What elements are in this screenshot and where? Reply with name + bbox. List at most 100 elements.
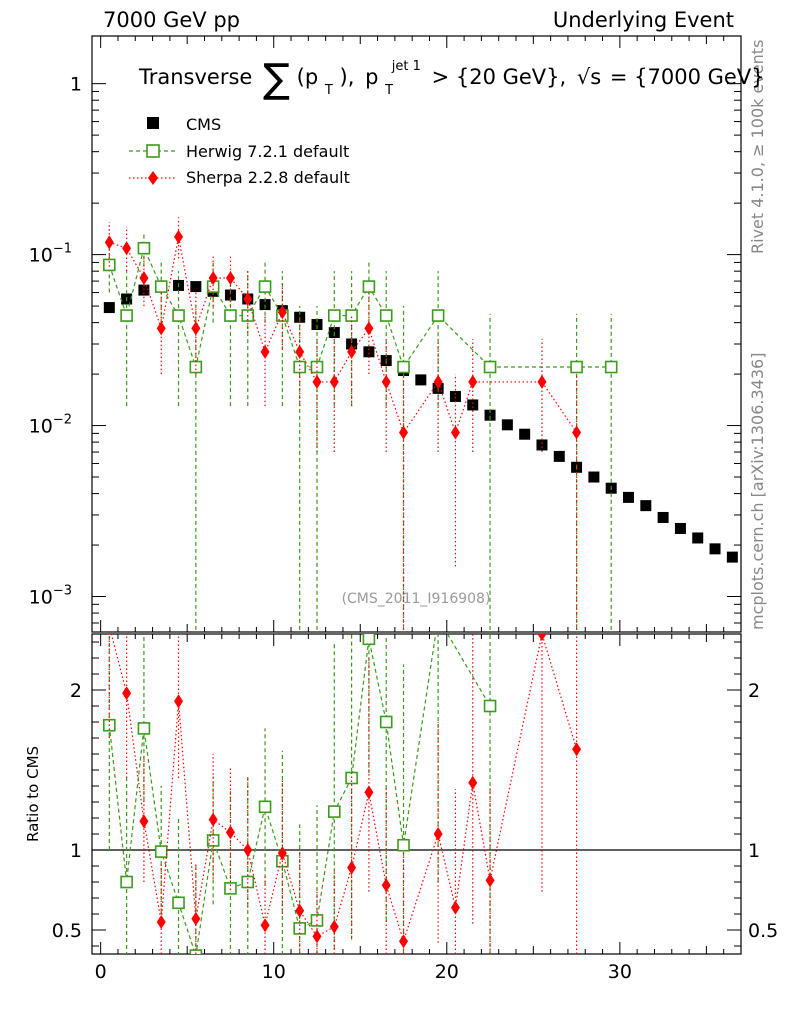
herwig-point <box>172 309 185 322</box>
herwig-point <box>327 309 341 322</box>
sherpa-ratio-point <box>225 825 235 840</box>
sherpa-ratio-point <box>329 919 339 934</box>
herwig-ratio-point <box>397 838 410 852</box>
herwig-ratio-point <box>189 949 203 954</box>
y-tick-label-main: 10−2 <box>29 413 72 438</box>
sherpa-ratio-point <box>260 918 270 933</box>
y-tick-label-ratio-right: 2 <box>748 680 760 702</box>
sherpa-ratio-point <box>191 911 201 926</box>
cms-point <box>138 284 150 296</box>
herwig-point <box>189 360 203 374</box>
sherpa-ratio-point <box>468 775 478 790</box>
herwig-point <box>604 360 618 374</box>
sherpa-point <box>104 235 114 250</box>
sherpa-point <box>381 374 391 389</box>
ratio-frame <box>91 633 742 955</box>
herwig-ratio-point <box>172 896 185 910</box>
sherpa-point <box>468 374 478 389</box>
x-tick-label: 0 <box>95 961 107 983</box>
sherpa-point <box>122 241 132 256</box>
x-tick-label: 20 <box>435 961 459 983</box>
herwig-point <box>103 258 116 272</box>
sherpa-ratio-point <box>399 934 409 949</box>
sherpa-point <box>537 374 547 389</box>
sherpa-ratio-point <box>450 900 460 915</box>
cms-point <box>553 450 565 462</box>
sherpa-ratio-point <box>295 903 305 918</box>
sherpa-point <box>174 229 184 244</box>
cms-point <box>623 491 635 503</box>
sherpa-ratio-point <box>105 619 114 633</box>
herwig-point <box>483 360 497 374</box>
sherpa-ratio-point <box>277 846 287 861</box>
sherpa-ratio-point <box>243 843 253 857</box>
herwig-ratio-point <box>483 699 497 713</box>
herwig-ratio-point <box>154 845 168 858</box>
cms-point <box>501 419 513 431</box>
cms-point <box>657 511 669 523</box>
herwig-point <box>379 309 393 322</box>
herwig-point <box>397 360 410 374</box>
x-tick-label: 30 <box>608 961 632 983</box>
sherpa-point <box>139 270 149 285</box>
cms-point <box>103 302 115 314</box>
cms-point <box>363 346 375 358</box>
herwig-ratio-point <box>137 722 151 735</box>
sherpa-ratio-point <box>433 827 443 841</box>
herwig-point <box>154 280 168 293</box>
cms-point <box>259 299 271 311</box>
cms-point <box>311 319 323 331</box>
cms-point <box>726 551 738 563</box>
y-tick-label-ratio-right: 1 <box>748 840 760 862</box>
sherpa-ratio-point <box>312 929 322 944</box>
herwig-ratio-point <box>362 634 376 646</box>
cms-point <box>484 409 496 421</box>
sherpa-point <box>433 374 443 389</box>
herwig-point <box>570 360 583 374</box>
legend-herwig-label: Herwig 7.2.1 default <box>186 142 349 161</box>
herwig-ratio-point <box>379 715 393 729</box>
cms-point <box>640 500 652 512</box>
herwig-ratio-point <box>327 805 341 818</box>
sherpa-point <box>364 321 374 336</box>
sherpa-line <box>109 236 578 435</box>
chart-title: Transverse ∑ (p T ), p T jet 1 > {20 GeV… <box>138 51 765 102</box>
herwig-point <box>258 280 272 293</box>
sherpa-ratio-point <box>485 873 495 888</box>
herwig-point <box>120 309 133 322</box>
herwig-line <box>108 246 612 370</box>
sherpa-ratio-point <box>208 812 218 827</box>
sherpa-ratio-point <box>347 860 357 875</box>
sherpa-point <box>225 270 235 285</box>
y-tick-label-ratio-right: 0.5 <box>748 920 778 942</box>
herwig-ratio-point <box>433 613 444 624</box>
sherpa-ratio-point <box>572 742 582 757</box>
y-tick-label-main: 1 <box>70 74 82 96</box>
cms-point <box>190 281 202 293</box>
x-tick-label: 10 <box>262 961 286 983</box>
sherpa-point <box>295 344 305 359</box>
cms-point <box>692 532 704 544</box>
header-left: 7000 GeV pp <box>103 8 241 32</box>
cms-point <box>519 428 531 440</box>
legend-sherpa-label: Sherpa 2.2.8 default <box>186 168 350 187</box>
cms-point <box>224 289 236 301</box>
cms-point <box>467 399 479 411</box>
sherpa-point <box>399 425 409 440</box>
herwig-ratio-point <box>120 875 133 889</box>
sherpa-ratio-point <box>122 686 132 701</box>
sherpa-ratio-point <box>364 785 374 800</box>
y-tick-label-ratio: 2 <box>70 680 82 702</box>
sherpa-point <box>450 425 460 440</box>
cms-point <box>709 543 721 555</box>
herwig-point <box>224 309 237 322</box>
y-tick-label-ratio: 1 <box>70 840 82 862</box>
sherpa-point <box>260 344 270 359</box>
sherpa-ratio-line <box>110 634 578 944</box>
herwig-ratio-point <box>224 882 237 895</box>
herwig-point <box>137 241 151 255</box>
cms-point <box>588 471 600 483</box>
legend-cms-label: CMS <box>186 115 221 134</box>
sherpa-point <box>156 321 166 336</box>
herwig-point <box>362 280 376 293</box>
